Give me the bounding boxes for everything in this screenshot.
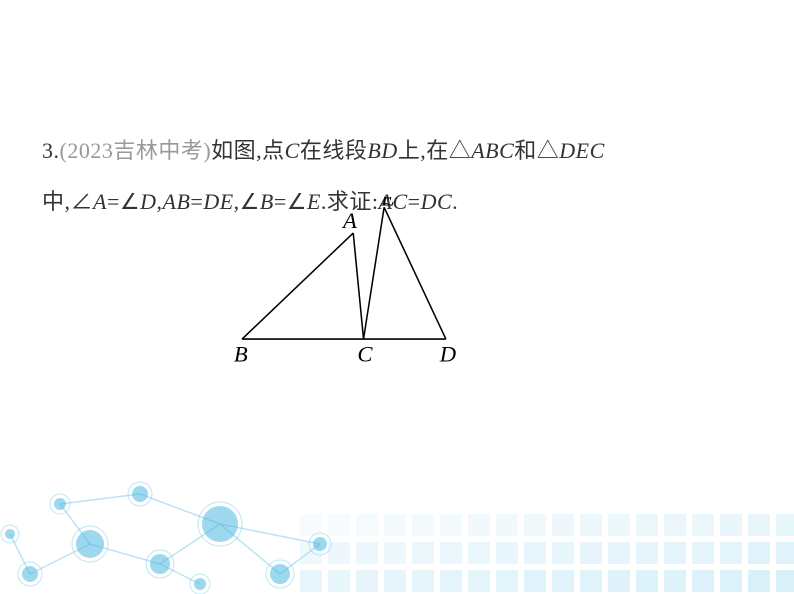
t2: 在线段 — [300, 138, 368, 163]
t4: 和△ — [514, 138, 559, 163]
var-D: D — [140, 189, 156, 214]
diagram-label-E: E — [380, 197, 395, 210]
var-ABC: ABC — [471, 138, 514, 163]
triangle-diagram: A B C D E — [215, 197, 475, 372]
var-BD: BD — [367, 138, 397, 163]
diagram-label-D: D — [439, 342, 456, 367]
var-C: C — [285, 138, 300, 163]
t3: 上,在△ — [398, 138, 472, 163]
diagram-label-B: B — [234, 342, 248, 367]
t8: = — [190, 189, 203, 214]
background-decoration — [0, 444, 794, 594]
problem-number: 3. — [42, 138, 60, 163]
var-A: A — [93, 189, 107, 214]
t6: =∠ — [107, 189, 140, 214]
var-DEC: DEC — [559, 138, 605, 163]
t1: 如图,点 — [211, 138, 285, 163]
t5: 中,∠ — [42, 189, 93, 214]
diagram-label-C: C — [357, 342, 373, 367]
diagram-label-A: A — [341, 208, 357, 233]
problem-line-1: 3.(2023吉林中考)如图,点C在线段BD上,在△ABC和△DEC — [42, 126, 752, 177]
problem-source: (2023吉林中考) — [60, 138, 212, 163]
var-AB: AB — [163, 189, 191, 214]
